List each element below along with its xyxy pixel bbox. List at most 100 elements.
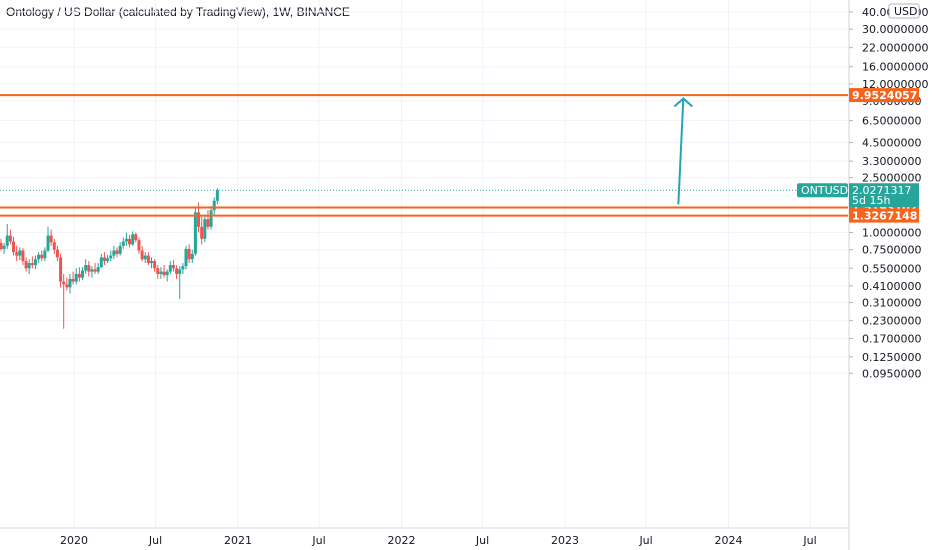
candle-body — [30, 263, 34, 266]
candle-body — [121, 241, 125, 246]
candle-body — [146, 255, 150, 264]
candle-body — [162, 271, 166, 276]
y-tick-label: 0.3100000 — [862, 297, 922, 310]
candle-body — [193, 212, 197, 254]
arrow-shaft[interactable] — [677, 98, 685, 205]
x-tick-label: Jul — [311, 534, 325, 547]
current-price-box — [849, 183, 919, 208]
candle-body — [33, 259, 37, 266]
y-tick-label: 4.5000000 — [862, 137, 922, 150]
candle-body — [159, 271, 163, 274]
candle-body — [59, 257, 63, 282]
currency-label[interactable]: USD — [894, 5, 918, 18]
candle-body — [55, 249, 59, 258]
candle-body — [209, 210, 213, 227]
candle-body — [109, 255, 113, 259]
x-tick-label: Jul — [802, 534, 816, 547]
symbol-badge[interactable] — [797, 183, 848, 198]
candle-body — [21, 250, 25, 262]
x-tick-label: Jul — [148, 534, 162, 547]
candle-body — [203, 219, 207, 239]
x-tick-label: Jul — [475, 534, 489, 547]
candle-body — [137, 240, 141, 251]
candle-body — [112, 250, 116, 256]
y-tick-label: 0.4100000 — [862, 280, 922, 293]
candle-body — [187, 248, 191, 260]
y-tick-label: 0.1700000 — [862, 332, 922, 345]
candle-body — [206, 219, 210, 227]
candle-body — [128, 238, 132, 245]
candle-body — [131, 234, 135, 245]
candle-body — [197, 212, 201, 227]
candle-body — [134, 234, 138, 241]
symbol-label: ONTUSD — [801, 184, 848, 197]
candle-body — [71, 278, 75, 282]
candle-body — [87, 265, 91, 272]
candle-body — [175, 268, 179, 274]
candle-body — [150, 261, 154, 264]
y-tick-label: 16.0000000 — [862, 61, 928, 74]
candle-body — [40, 254, 44, 259]
candle-body — [106, 258, 110, 262]
y-tick-label: 0.2300000 — [862, 314, 922, 327]
candle-body — [77, 273, 81, 278]
x-tick-label: 2021 — [224, 534, 252, 547]
candle-body — [215, 190, 219, 201]
candle-body — [181, 266, 185, 270]
candle-body — [171, 265, 175, 269]
candle-body — [178, 269, 182, 274]
x-tick-label: Jul — [638, 534, 652, 547]
candle-body — [15, 252, 19, 256]
candle-body — [43, 250, 47, 259]
current-price-label: 2.0271317 — [852, 184, 912, 197]
candle-body — [81, 270, 85, 278]
x-tick-label: 2022 — [387, 534, 415, 547]
candle-body — [140, 250, 144, 260]
level-price-label: 1.3267148 — [852, 210, 917, 223]
x-tick-label: 2024 — [715, 534, 743, 547]
candle-body — [143, 255, 147, 260]
candle-body — [52, 242, 56, 250]
candle-body — [184, 248, 188, 267]
candle-body — [37, 254, 41, 260]
y-tick-label: 22.0000000 — [862, 42, 928, 55]
candle-body — [65, 284, 69, 288]
candle-body — [115, 250, 119, 254]
x-tick-label: 2020 — [60, 534, 88, 547]
candle-body — [153, 261, 157, 269]
y-tick-label: 3.3000000 — [862, 155, 922, 168]
candle-body — [24, 261, 28, 269]
y-tick-label: 0.0950000 — [862, 367, 922, 380]
candle-body — [190, 253, 194, 260]
candle-body — [5, 235, 9, 246]
candle-body — [168, 265, 172, 272]
candle-body — [0, 242, 3, 249]
candle-body — [68, 278, 72, 288]
arrow-head[interactable] — [673, 97, 694, 108]
countdown-label: 5d 15h — [852, 194, 890, 207]
candle-body — [62, 281, 66, 285]
y-tick-label: 0.5500000 — [862, 262, 922, 275]
candle-body — [124, 238, 128, 242]
candle-body — [46, 235, 50, 251]
candle-body — [102, 257, 106, 262]
candle-body — [90, 269, 94, 272]
candle-body — [74, 273, 78, 282]
candle-body — [12, 241, 16, 253]
candle-body — [165, 271, 169, 276]
candle-body — [93, 269, 97, 272]
candle-body — [27, 263, 31, 269]
candle-body — [118, 245, 122, 254]
currency-box[interactable] — [888, 3, 920, 19]
candle-body — [96, 267, 100, 272]
y-tick-label: 0.1250000 — [862, 351, 922, 364]
candle-body — [212, 200, 216, 211]
candle-body — [8, 235, 12, 242]
candle-body — [2, 245, 6, 249]
y-tick-label: 6.5000000 — [862, 115, 922, 128]
y-tick-label: 2.5000000 — [862, 172, 922, 185]
level-price-label: 9.9524057 — [852, 89, 917, 102]
candle-body — [156, 268, 160, 274]
y-tick-label: 12.0000000 — [862, 78, 928, 91]
